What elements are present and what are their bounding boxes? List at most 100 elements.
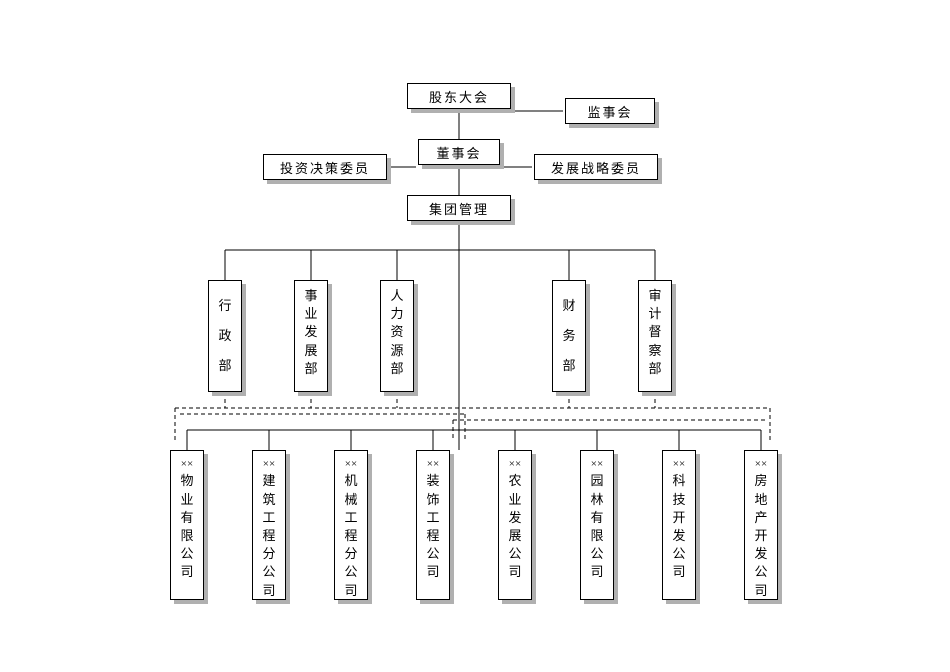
node-invest_committee: 投资决策委员 xyxy=(263,154,387,180)
char: 司 xyxy=(426,563,439,581)
char: 公 xyxy=(672,545,685,563)
char: 有 xyxy=(590,509,603,527)
node-mechanical: ××机械工程分公司 xyxy=(334,450,368,600)
char: 财 xyxy=(562,297,575,315)
char: 源 xyxy=(390,342,403,360)
node-tech: ××科技开发公司 xyxy=(662,450,696,600)
node-agriculture: ××农业发展公司 xyxy=(498,450,532,600)
node-hr: 人力资源部 xyxy=(380,280,414,392)
char: 发 xyxy=(508,509,521,527)
char: 工 xyxy=(262,509,275,527)
char: 林 xyxy=(590,491,603,509)
char: 开 xyxy=(672,509,685,527)
char: 物 xyxy=(180,472,193,490)
node-finance: 财务部 xyxy=(552,280,586,392)
node-label: 股东大会 xyxy=(429,87,489,106)
char: 公 xyxy=(180,545,193,563)
char: 政 xyxy=(218,327,231,345)
node-prefix: ×× xyxy=(591,457,603,472)
char: 建 xyxy=(262,472,275,490)
char: 司 xyxy=(754,582,767,600)
char: 农 xyxy=(508,472,521,490)
node-label: 集团管理 xyxy=(429,199,489,218)
node-admin: 行政部 xyxy=(208,280,242,392)
char: 司 xyxy=(180,563,193,581)
char: 限 xyxy=(590,527,603,545)
char: 开 xyxy=(754,527,767,545)
char: 饰 xyxy=(426,491,439,509)
char: 公 xyxy=(426,545,439,563)
char: 技 xyxy=(672,491,685,509)
node-decoration: ××装饰工程公司 xyxy=(416,450,450,600)
node-construction: ××建筑工程分公司 xyxy=(252,450,286,600)
node-landscape: ××园林有限公司 xyxy=(580,450,614,600)
char: 程 xyxy=(344,527,357,545)
node-strategy_committee: 发展战略委员 xyxy=(534,154,658,180)
char: 发 xyxy=(672,527,685,545)
node-bizdev: 事业发展部 xyxy=(294,280,328,392)
char: 地 xyxy=(754,491,767,509)
node-label: 发展战略委员 xyxy=(551,158,641,177)
char: 园 xyxy=(590,472,603,490)
char: 司 xyxy=(590,563,603,581)
node-prefix: ×× xyxy=(181,457,193,472)
char: 业 xyxy=(180,491,193,509)
char: 发 xyxy=(304,323,317,341)
char: 司 xyxy=(262,582,275,600)
node-shareholder: 股东大会 xyxy=(407,83,511,109)
char: 展 xyxy=(508,527,521,545)
char: 审 xyxy=(648,287,661,305)
char: 察 xyxy=(648,342,661,360)
char: 督 xyxy=(648,323,661,341)
char: 部 xyxy=(390,360,403,378)
char: 分 xyxy=(262,545,275,563)
char: 发 xyxy=(754,545,767,563)
char: 司 xyxy=(344,582,357,600)
char: 事 xyxy=(304,287,317,305)
char: 限 xyxy=(180,527,193,545)
char: 筑 xyxy=(262,491,275,509)
char: 产 xyxy=(754,509,767,527)
node-prefix: ×× xyxy=(509,457,521,472)
node-supervisory: 监事会 xyxy=(565,98,655,124)
char: 工 xyxy=(426,509,439,527)
node-label: 监事会 xyxy=(587,102,632,121)
char: 业 xyxy=(304,305,317,323)
node-prefix: ×× xyxy=(427,457,439,472)
node-prefix: ×× xyxy=(673,457,685,472)
char: 有 xyxy=(180,509,193,527)
node-audit: 审计督察部 xyxy=(638,280,672,392)
char: 房 xyxy=(754,472,767,490)
char: 务 xyxy=(562,327,575,345)
char: 部 xyxy=(218,357,231,375)
node-realestate: ××房地产开发公司 xyxy=(744,450,778,600)
char: 公 xyxy=(344,563,357,581)
char: 人 xyxy=(390,287,403,305)
char: 计 xyxy=(648,305,661,323)
char: 部 xyxy=(648,360,661,378)
char: 司 xyxy=(672,563,685,581)
char: 公 xyxy=(262,563,275,581)
node-prefix: ×× xyxy=(345,457,357,472)
char: 业 xyxy=(508,491,521,509)
char: 力 xyxy=(390,305,403,323)
char: 公 xyxy=(508,545,521,563)
char: 资 xyxy=(390,323,403,341)
char: 行 xyxy=(218,297,231,315)
char: 机 xyxy=(344,472,357,490)
node-prefix: ×× xyxy=(263,457,275,472)
char: 公 xyxy=(754,563,767,581)
char: 分 xyxy=(344,545,357,563)
node-property: ××物业有限公司 xyxy=(170,450,204,600)
node-label: 投资决策委员 xyxy=(280,158,370,177)
char: 科 xyxy=(672,472,685,490)
node-label: 董事会 xyxy=(436,143,481,162)
char: 程 xyxy=(426,527,439,545)
node-prefix: ×× xyxy=(755,457,767,472)
node-board: 董事会 xyxy=(418,139,500,165)
char: 部 xyxy=(304,360,317,378)
char: 部 xyxy=(562,357,575,375)
char: 工 xyxy=(344,509,357,527)
char: 械 xyxy=(344,491,357,509)
node-group_mgmt: 集团管理 xyxy=(407,195,511,221)
